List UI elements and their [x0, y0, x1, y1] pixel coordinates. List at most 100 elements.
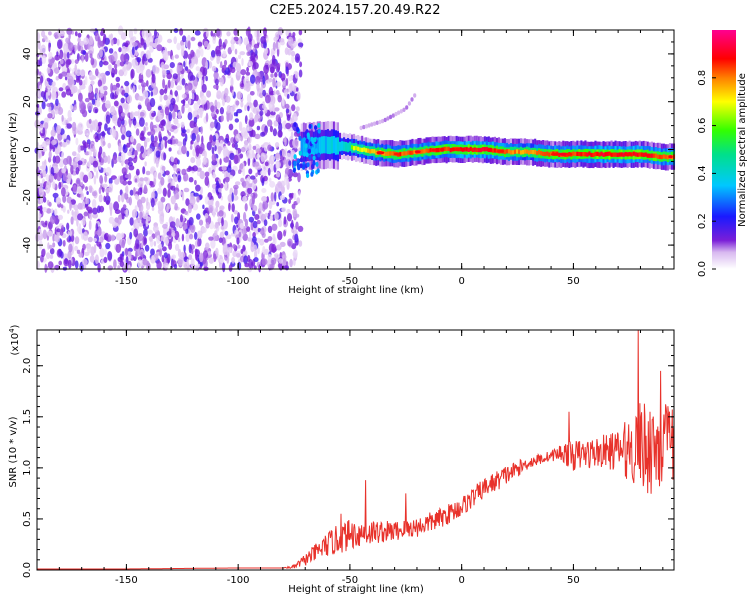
- spectrogram-cell: [260, 85, 263, 93]
- spectrogram-ridge-cell: [640, 152, 643, 157]
- spectrogram-cell: [158, 243, 162, 249]
- spectrogram-cell: [233, 210, 239, 215]
- spectrogram-ridge-cell: [491, 148, 494, 153]
- spectrogram-ridge-cell: [471, 147, 474, 153]
- spectrogram-cell: [255, 75, 261, 85]
- spectrogram-cell: [195, 147, 200, 158]
- spectrogram-cell: [267, 119, 273, 127]
- spectrogram-ridge-cell: [618, 152, 621, 157]
- spectrogram-cell: [130, 145, 133, 153]
- spectrogram-cell: [208, 257, 214, 264]
- spectrogram-cell: [61, 71, 68, 77]
- spectrogram-cell: [115, 76, 121, 82]
- spectrogram-cell: [118, 47, 122, 53]
- snr-y-tick-label: 1.5: [22, 409, 33, 425]
- spectrogram-cell: [54, 208, 58, 216]
- spectrogram-cell: [165, 170, 170, 176]
- spectrogram-onset-cell: [310, 171, 314, 177]
- spectrogram-cell: [246, 124, 250, 132]
- spectrogram-cell: [76, 53, 80, 62]
- spectrogram-cell: [84, 52, 89, 62]
- spectrogram-onset-cell: [312, 155, 316, 161]
- spectrogram-cell: [219, 107, 224, 115]
- spectrogram-cell: [288, 83, 293, 93]
- spectrogram-arm-cell: [389, 114, 393, 120]
- spectrogram-ridge-cell: [336, 137, 340, 155]
- spectrogram-cell: [167, 188, 171, 198]
- spectrogram-cell: [56, 144, 62, 155]
- spectrogram-cell: [271, 155, 276, 161]
- spectrogram-onset-cell: [307, 148, 311, 154]
- spectrogram-cell: [252, 220, 258, 229]
- spectrogram-ridge-cell: [429, 147, 432, 153]
- spectrogram-cell: [62, 205, 66, 213]
- snr-y-tick-label: 0.0: [22, 562, 33, 578]
- spectrogram-cell: [189, 144, 193, 150]
- spectrogram-cell: [116, 60, 121, 67]
- spectrogram-cell: [122, 204, 127, 210]
- spectrogram-cell: [159, 94, 163, 103]
- spectrogram-cell: [292, 172, 299, 178]
- spectrogram-ridge-cell: [614, 152, 617, 157]
- spectrogram-cell: [139, 117, 145, 127]
- spectrogram-cell: [176, 85, 183, 91]
- spectrogram-cell: [263, 27, 267, 36]
- spectrogram-x-tick-label: 0: [458, 276, 464, 287]
- spectrogram-cell: [75, 167, 80, 175]
- spectrogram-cell: [219, 205, 225, 211]
- spectrogram-cell: [256, 34, 260, 41]
- spectrogram-cell: [233, 112, 238, 117]
- spectrogram-cell: [72, 85, 78, 93]
- spectrogram-cell: [165, 237, 170, 246]
- spectrogram-cell: [224, 176, 230, 183]
- spectrogram-cell: [162, 223, 168, 229]
- spectrogram-cell: [240, 191, 246, 198]
- spectrogram-cell: [99, 175, 103, 184]
- spectrogram-cell: [288, 32, 292, 38]
- spectrogram-cell: [89, 71, 93, 78]
- spectrogram-cell: [279, 241, 286, 247]
- spectrogram-cell: [243, 140, 249, 146]
- spectrogram-cell: [52, 233, 55, 242]
- spectrogram-ridge-cell: [300, 138, 303, 156]
- spectrogram-cell: [215, 45, 221, 55]
- spectrogram-ridge-cell: [345, 142, 348, 152]
- spectrogram-cell: [38, 228, 42, 236]
- spectrogram-cell: [127, 247, 133, 253]
- spectrogram-cell: [48, 105, 52, 113]
- spectrogram-cell: [133, 228, 139, 238]
- spectrogram-peak-cell: [486, 148, 493, 152]
- spectrogram-x-tick-label: -150: [115, 276, 138, 287]
- spectrogram-cell: [116, 38, 120, 46]
- spectrogram-cell: [215, 122, 221, 131]
- spectrogram-onset-cell: [302, 164, 306, 170]
- spectrogram-ridge-cell: [387, 151, 390, 156]
- spectrogram-ridge-cell: [316, 137, 319, 155]
- spectrogram-cell: [167, 139, 173, 144]
- spectrogram-cell: [123, 144, 126, 150]
- spectrogram-cell: [191, 248, 194, 255]
- spectrogram-cell: [219, 76, 224, 87]
- spectrogram-cell: [259, 76, 264, 83]
- spectrogram-ridge-cell: [411, 150, 414, 155]
- spectrogram-cell: [199, 108, 203, 119]
- spectrogram-cell: [142, 166, 146, 175]
- snr-x-tick-label: -100: [227, 575, 250, 586]
- spectrogram-ridge-cell: [413, 149, 416, 154]
- spectrogram-cell: [72, 151, 77, 157]
- spectrogram-cell: [194, 231, 198, 240]
- spectrogram-cell: [124, 92, 129, 98]
- spectrogram-cell: [216, 55, 221, 61]
- spectrogram-cell: [70, 216, 74, 225]
- spectrogram-cell: [132, 41, 138, 47]
- spectrogram-cell: [173, 36, 177, 45]
- spectrogram-cell: [124, 80, 130, 87]
- spectrogram-cell: [220, 61, 223, 69]
- spectrogram-cell: [59, 228, 64, 236]
- spectrogram-ridge-cell: [401, 151, 404, 156]
- spectrogram-cell: [83, 263, 87, 270]
- spectrogram-cell: [59, 30, 65, 37]
- spectrogram-cell: [135, 168, 140, 176]
- spectrogram-cell: [99, 88, 104, 94]
- spectrogram-cell: [179, 28, 184, 36]
